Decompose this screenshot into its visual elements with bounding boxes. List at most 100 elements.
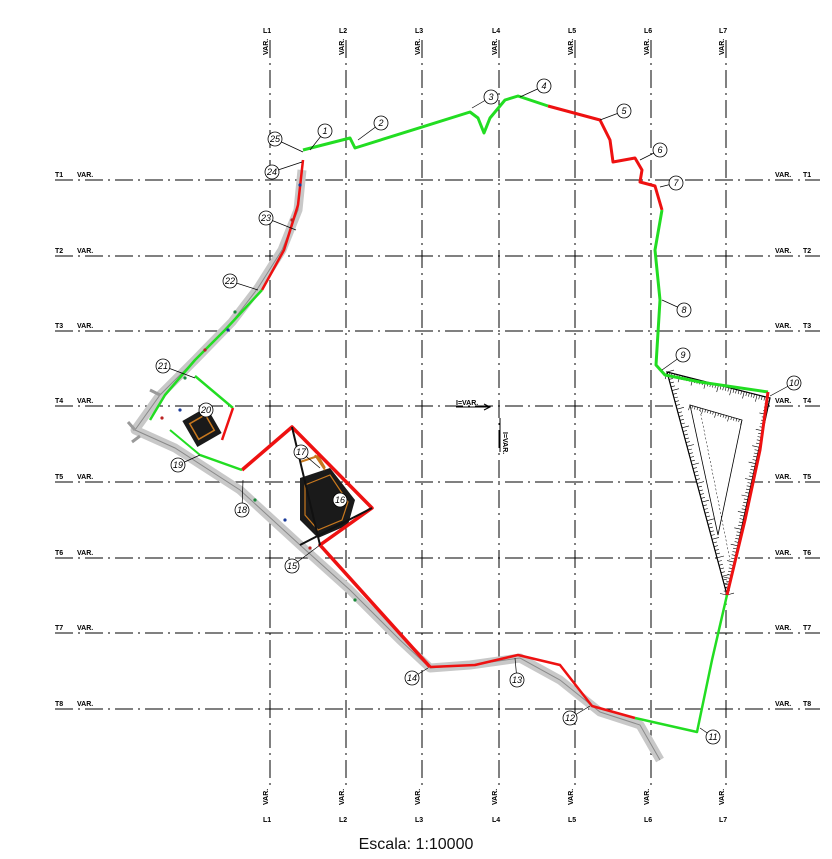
point-circle bbox=[509, 672, 525, 688]
traverse-segment-2 bbox=[547, 104, 664, 211]
point-circle bbox=[293, 444, 309, 460]
road-edge bbox=[134, 169, 661, 761]
grid-row-label-right-T7: T7 bbox=[803, 625, 811, 632]
point-label: 12 bbox=[565, 713, 575, 723]
point-circle bbox=[562, 710, 578, 726]
traverse-segment-1 bbox=[302, 94, 549, 152]
traverse-segment-13 bbox=[169, 429, 201, 456]
grid-column-label-top-L6: L6 bbox=[644, 28, 652, 35]
center-mark-v-label: I=VAR. bbox=[501, 432, 508, 454]
grid-column-var-top-L1: VAR. bbox=[263, 39, 270, 55]
point-18: 18 bbox=[234, 479, 250, 518]
point-circle bbox=[675, 347, 691, 363]
grid-column-var-bottom-L2: VAR. bbox=[339, 789, 346, 805]
point-circle bbox=[234, 502, 250, 518]
grid-column-label-bottom-L6: L6 bbox=[644, 817, 652, 824]
grid-column-label-bottom-L2: L2 bbox=[339, 817, 347, 824]
grid-row-label-left-T2: T2 bbox=[55, 248, 63, 255]
point-label: 11 bbox=[708, 732, 717, 742]
point-circle bbox=[536, 78, 552, 94]
point-circle bbox=[668, 175, 684, 191]
point-circle bbox=[616, 103, 632, 119]
grid-column-var-top-L3: VAR. bbox=[415, 39, 422, 55]
traverse-segment-12 bbox=[148, 289, 263, 421]
point-circle bbox=[267, 131, 283, 147]
grid-row-label-left-T4: T4 bbox=[55, 398, 63, 405]
survey-mark bbox=[290, 218, 294, 222]
point-circle bbox=[404, 670, 420, 686]
traverse-segment-3 bbox=[653, 209, 769, 394]
grid-column-var-top-L7: VAR. bbox=[719, 39, 726, 55]
point-label: 16 bbox=[335, 495, 345, 505]
point-21: 21 bbox=[155, 358, 196, 379]
point-24: 24 bbox=[264, 161, 303, 180]
grid-column-label-top-L5: L5 bbox=[568, 28, 576, 35]
point-circle bbox=[258, 210, 274, 226]
point-1: 1 bbox=[309, 123, 333, 151]
building-16-outline bbox=[304, 474, 349, 531]
building-17 bbox=[299, 454, 326, 471]
center-mark: I=VAR. I=VAR. bbox=[456, 400, 508, 454]
point-label: 17 bbox=[296, 447, 307, 457]
grid-column-label-bottom-L7: L7 bbox=[719, 817, 727, 824]
point-label: 9 bbox=[680, 350, 685, 360]
point-19: 19 bbox=[170, 454, 201, 473]
point-10: 10 bbox=[769, 375, 802, 397]
point-circle bbox=[155, 358, 171, 374]
point-circle bbox=[222, 273, 238, 289]
point-12: 12 bbox=[562, 705, 591, 726]
point-label: 6 bbox=[657, 145, 662, 155]
grid-row-label-left-T7: T7 bbox=[55, 625, 63, 632]
point-22: 22 bbox=[222, 273, 259, 291]
grid-column-var-bottom-L7: VAR. bbox=[719, 789, 726, 805]
grid-row-label-right-T6: T6 bbox=[803, 550, 811, 557]
grid-row-label-right-T2: T2 bbox=[803, 248, 811, 255]
point-label: 24 bbox=[266, 167, 277, 177]
traverse-segment-5 bbox=[634, 594, 729, 734]
point-circle bbox=[170, 457, 186, 473]
grid-row-label-left-T6: T6 bbox=[55, 550, 63, 557]
triangle-diagonal bbox=[699, 409, 731, 561]
grid-row-var-right-T7: VAR. bbox=[775, 625, 791, 632]
point-label: 23 bbox=[260, 213, 271, 223]
grid-column-label-bottom-L1: L1 bbox=[263, 817, 271, 824]
point-16: 16 bbox=[332, 492, 348, 508]
point-23: 23 bbox=[258, 210, 297, 231]
point-label: 4 bbox=[541, 81, 546, 91]
point-circle bbox=[652, 142, 668, 158]
grid-column-label-bottom-L3: L3 bbox=[415, 817, 423, 824]
building-20-outline bbox=[188, 413, 216, 441]
grid-column-label-top-L1: L1 bbox=[263, 28, 271, 35]
survey-mark bbox=[308, 546, 312, 550]
point-label: 25 bbox=[269, 134, 281, 144]
grid-row-label-right-T4: T4 bbox=[803, 398, 811, 405]
center-mark-h-arrow bbox=[456, 403, 492, 411]
traverse-segment-4 bbox=[725, 391, 770, 596]
survey-mark bbox=[226, 328, 230, 332]
grid-row-var-right-T1: VAR. bbox=[775, 172, 791, 179]
grid-column-var-bottom-L4: VAR. bbox=[492, 789, 499, 805]
point-circle bbox=[317, 123, 333, 139]
survey-mark bbox=[178, 408, 182, 412]
point-5: 5 bbox=[599, 103, 632, 121]
point-label: 20 bbox=[200, 405, 211, 415]
grid-column-var-bottom-L6: VAR. bbox=[644, 789, 651, 805]
point-circle bbox=[705, 729, 721, 745]
survey-mark bbox=[160, 416, 164, 420]
point-label: 19 bbox=[173, 460, 183, 470]
point-25: 25 bbox=[267, 131, 304, 153]
point-label: 5 bbox=[621, 106, 627, 116]
point-label: 7 bbox=[673, 178, 679, 188]
point-circle bbox=[786, 375, 802, 391]
point-14: 14 bbox=[404, 667, 429, 686]
grid-column-label-bottom-L4: L4 bbox=[492, 817, 500, 824]
point-circle bbox=[198, 402, 214, 418]
survey-mark bbox=[183, 376, 187, 380]
survey-mark bbox=[253, 498, 257, 502]
point-label: 10 bbox=[789, 378, 799, 388]
road-corridor bbox=[130, 169, 664, 763]
grid-row-var-left-T2: VAR. bbox=[77, 248, 93, 255]
point-6: 6 bbox=[639, 142, 668, 161]
point-11: 11 bbox=[699, 727, 721, 745]
grid-column-var-bottom-L1: VAR. bbox=[263, 789, 270, 805]
